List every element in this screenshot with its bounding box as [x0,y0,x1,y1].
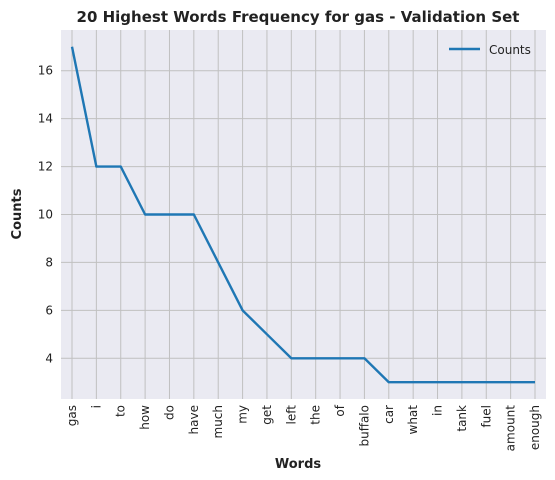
y-axis-label: Counts [10,188,25,239]
x-tick-label: much [211,405,225,439]
x-tick-label: do [162,405,176,420]
y-tick-label: 16 [38,64,53,78]
y-axis-ticks: 4 6 8 10 12 14 16 [38,64,53,366]
x-tick-label: get [260,405,274,425]
legend: Counts [449,43,531,57]
y-tick-label: 10 [38,208,53,222]
x-tick-label: i [89,405,103,408]
y-tick-label: 4 [45,351,53,365]
x-tick-label: left [284,405,298,425]
legend-label-counts: Counts [489,43,531,57]
x-tick-label: amount [504,405,518,452]
x-tick-label: my [236,405,250,424]
x-tick-label: enough [528,405,542,450]
x-tick-label: car [382,405,396,424]
x-axis-label: Words [275,457,322,472]
x-tick-label: have [187,405,201,434]
y-tick-label: 12 [38,160,53,174]
y-tick-label: 8 [45,255,53,269]
x-tick-label: buffalo [357,405,371,447]
x-tick-label: the [309,405,323,425]
x-tick-label: fuel [479,405,493,428]
x-tick-label: tank [455,405,469,432]
series-line-counts [70,46,535,384]
x-tick-label: of [333,404,347,416]
y-tick-label: 6 [45,303,53,317]
x-tick-label: what [406,405,420,435]
x-tick-label: how [138,405,152,430]
y-tick-label: 14 [38,112,53,126]
x-tick-label: in [431,405,445,416]
x-tick-label: gas [65,405,79,426]
x-axis-ticks: gas i to how do have much my get left the of buffalo… [65,404,542,451]
chart-title: 20 Highest Words Frequency for gas - Val… [77,8,520,26]
x-tick-label: to [114,405,128,417]
